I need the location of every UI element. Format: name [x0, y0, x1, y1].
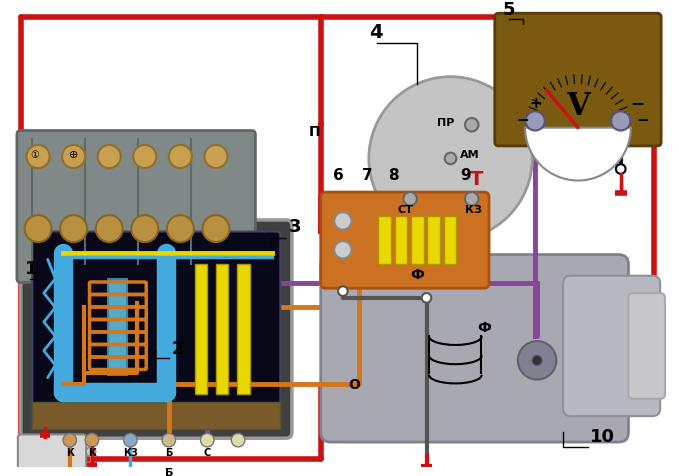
- FancyBboxPatch shape: [33, 231, 280, 407]
- Text: С: С: [204, 447, 211, 457]
- Circle shape: [465, 118, 479, 131]
- Text: 7: 7: [362, 168, 373, 183]
- Text: Б: Б: [164, 468, 173, 476]
- Circle shape: [24, 215, 52, 242]
- Circle shape: [96, 215, 123, 242]
- Circle shape: [60, 215, 87, 242]
- Circle shape: [62, 145, 85, 168]
- Circle shape: [204, 145, 227, 168]
- Text: −: −: [630, 94, 644, 112]
- Circle shape: [131, 215, 158, 242]
- Circle shape: [167, 215, 194, 242]
- FancyBboxPatch shape: [320, 255, 629, 442]
- FancyBboxPatch shape: [18, 435, 86, 476]
- Text: Ф: Ф: [477, 321, 491, 336]
- Circle shape: [616, 164, 625, 174]
- Circle shape: [369, 77, 532, 240]
- Circle shape: [133, 145, 156, 168]
- Bar: [195, 264, 207, 394]
- Circle shape: [85, 434, 98, 447]
- Circle shape: [518, 341, 556, 379]
- Circle shape: [63, 434, 77, 447]
- FancyBboxPatch shape: [21, 220, 292, 438]
- FancyBboxPatch shape: [495, 13, 661, 146]
- Text: К: К: [66, 447, 74, 457]
- Circle shape: [162, 434, 176, 447]
- Circle shape: [124, 434, 137, 447]
- Bar: [33, 402, 280, 428]
- Wedge shape: [525, 128, 631, 180]
- Text: КЗ: КЗ: [465, 205, 482, 215]
- Bar: [411, 216, 424, 264]
- Text: 5: 5: [502, 1, 515, 19]
- FancyBboxPatch shape: [320, 192, 489, 288]
- Bar: [108, 278, 128, 375]
- Text: П: П: [309, 125, 320, 139]
- Text: 6: 6: [333, 168, 344, 183]
- Circle shape: [403, 192, 417, 206]
- Text: Т: Т: [470, 170, 483, 189]
- Text: 8: 8: [388, 168, 399, 183]
- Text: 10: 10: [590, 428, 615, 446]
- Circle shape: [338, 286, 348, 296]
- FancyBboxPatch shape: [563, 276, 660, 416]
- Circle shape: [334, 212, 352, 229]
- Circle shape: [611, 111, 630, 130]
- Text: −: −: [516, 113, 529, 128]
- Circle shape: [422, 293, 431, 303]
- Circle shape: [86, 447, 96, 456]
- Bar: [237, 264, 250, 394]
- Text: 2: 2: [172, 339, 184, 357]
- Circle shape: [202, 215, 230, 242]
- FancyBboxPatch shape: [17, 130, 255, 282]
- Text: О: О: [348, 378, 361, 392]
- Text: V: V: [566, 91, 590, 122]
- Text: Ф: Ф: [410, 268, 424, 282]
- Text: 9: 9: [460, 168, 471, 183]
- Text: +: +: [530, 97, 542, 111]
- Text: КЗ: КЗ: [123, 447, 138, 457]
- Text: ①: ①: [30, 150, 39, 160]
- Text: 1: 1: [24, 260, 37, 278]
- Text: 4: 4: [369, 23, 382, 42]
- Bar: [428, 216, 440, 264]
- Bar: [216, 264, 228, 394]
- FancyBboxPatch shape: [629, 293, 665, 399]
- Circle shape: [232, 434, 245, 447]
- Text: СТ: СТ: [397, 205, 414, 215]
- Circle shape: [532, 356, 542, 365]
- Circle shape: [526, 111, 545, 130]
- Text: ПР: ПР: [437, 118, 454, 128]
- Circle shape: [445, 153, 456, 164]
- Circle shape: [26, 145, 50, 168]
- Bar: [378, 216, 391, 264]
- Circle shape: [169, 145, 192, 168]
- Circle shape: [465, 192, 479, 206]
- Text: −: −: [636, 113, 649, 128]
- Bar: [444, 216, 456, 264]
- Bar: [394, 216, 407, 264]
- Circle shape: [334, 241, 352, 258]
- Text: 3: 3: [289, 218, 301, 237]
- Text: Б: Б: [165, 447, 172, 457]
- Circle shape: [98, 145, 121, 168]
- Text: АМ: АМ: [460, 150, 480, 160]
- Text: К: К: [88, 447, 96, 457]
- Text: ⊕: ⊕: [69, 150, 78, 160]
- Circle shape: [200, 434, 214, 447]
- Circle shape: [26, 145, 50, 168]
